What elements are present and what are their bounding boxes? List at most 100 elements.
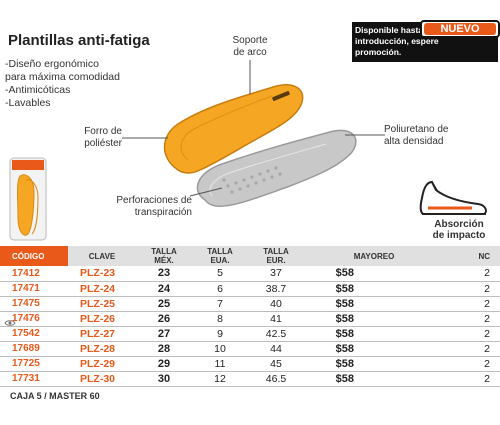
table-header-row: CÓDIGO CLAVE TALLA MÉX. TALLA EUA. TALLA EU… bbox=[0, 246, 500, 266]
size-price-table: CÓDIGO CLAVE TALLA MÉX. TALLA EUA. TALLA EU… bbox=[0, 246, 500, 387]
cell-talla-eua: 10 bbox=[192, 341, 248, 357]
cell-code: 17725 bbox=[0, 356, 68, 372]
cell-talla-mex: 27 bbox=[136, 326, 192, 342]
callout-lining-line1: Forro de bbox=[84, 126, 122, 137]
new-badge-label: NUEVO bbox=[424, 23, 496, 35]
callout-foam: Poliuretano de alta densidad bbox=[384, 124, 468, 148]
cell-code: 17475 bbox=[0, 296, 68, 312]
cell-talla-eur: 45 bbox=[248, 356, 304, 372]
cell-talla-eur: 41 bbox=[248, 311, 304, 327]
table-row: 17471 PLZ-24 24 6 38.7 $58 2 bbox=[0, 281, 500, 297]
shoe-icon bbox=[419, 180, 487, 215]
cell-talla-mex: 24 bbox=[136, 281, 192, 297]
header-talla-mex-line2: MÉX. bbox=[154, 256, 174, 265]
callout-lining-line2: poliéster bbox=[84, 138, 122, 149]
cell-talla-eua: 6 bbox=[192, 281, 248, 297]
cell-clave: PLZ-30 bbox=[68, 371, 136, 387]
cell-nc: 2 bbox=[444, 356, 500, 372]
cell-talla-eua: 12 bbox=[192, 371, 248, 387]
cell-code: 17542 bbox=[0, 326, 68, 342]
callout-perforations: Perforaciones de transpiración bbox=[100, 195, 192, 219]
cell-talla-eur: 38.7 bbox=[248, 281, 304, 297]
package-image bbox=[9, 157, 47, 241]
cell-mayoreo: $58 bbox=[304, 326, 444, 342]
header-talla-mex-line1: TALLA bbox=[151, 247, 177, 256]
cell-mayoreo: $58 bbox=[304, 281, 444, 297]
header-mayoreo: MAYOREO bbox=[304, 246, 444, 266]
callout-arch-line1: Soporte bbox=[232, 35, 268, 46]
cell-talla-eua: 9 bbox=[192, 326, 248, 342]
header-clave: CLAVE bbox=[68, 246, 136, 266]
cell-code: 17731 bbox=[0, 371, 68, 387]
cell-talla-mex: 29 bbox=[136, 356, 192, 372]
cell-code: 17412 bbox=[0, 266, 68, 282]
cell-talla-eua: 7 bbox=[192, 296, 248, 312]
cell-mayoreo: $58 bbox=[304, 341, 444, 357]
callout-arch-line2: de arco bbox=[233, 47, 267, 58]
promo-text: Disponible hasta el mes de introducción,… bbox=[355, 25, 465, 57]
cell-clave: PLZ-29 bbox=[68, 356, 136, 372]
cell-talla-eur: 46.5 bbox=[248, 371, 304, 387]
gray-insole bbox=[196, 129, 357, 207]
table-row: 17731 PLZ-30 30 12 46.5 $58 2 bbox=[0, 371, 500, 387]
cell-talla-eua: 11 bbox=[192, 356, 248, 372]
packaging-info: CAJA 5 / MASTER 60 bbox=[10, 391, 100, 401]
header-talla-eur: TALLA EUR. bbox=[248, 246, 304, 266]
header-talla-eua-line1: TALLA bbox=[207, 247, 233, 256]
cell-mayoreo: $58 bbox=[304, 371, 444, 387]
feature-item: -Lavables bbox=[5, 97, 51, 109]
cell-talla-mex: 26 bbox=[136, 311, 192, 327]
cell-clave: PLZ-23 bbox=[68, 266, 136, 282]
header-talla-mex: TALLA MÉX. bbox=[136, 246, 192, 266]
cell-talla-eua: 8 bbox=[192, 311, 248, 327]
cell-nc: 2 bbox=[444, 266, 500, 282]
cell-nc: 2 bbox=[444, 371, 500, 387]
header-nc: NC bbox=[444, 246, 500, 266]
header-code: CÓDIGO bbox=[0, 246, 68, 266]
callout-perforations-line2: transpiración bbox=[134, 207, 192, 218]
eye-icon bbox=[4, 320, 16, 326]
cell-talla-mex: 23 bbox=[136, 266, 192, 282]
header-talla-eur-line2: EUR. bbox=[266, 256, 286, 265]
callout-impact: Absorción de impacto bbox=[424, 219, 494, 241]
cell-clave: PLZ-27 bbox=[68, 326, 136, 342]
cell-code: 17689 bbox=[0, 341, 68, 357]
table-row: 17542 PLZ-27 27 9 42.5 $58 2 bbox=[0, 326, 500, 342]
cell-talla-mex: 28 bbox=[136, 341, 192, 357]
header-talla-eua-line2: EUA. bbox=[210, 256, 230, 265]
cell-clave: PLZ-25 bbox=[68, 296, 136, 312]
cell-mayoreo: $58 bbox=[304, 266, 444, 282]
cell-nc: 2 bbox=[444, 281, 500, 297]
cell-nc: 2 bbox=[444, 326, 500, 342]
callout-perforations-line1: Perforaciones de bbox=[116, 195, 192, 206]
cell-talla-mex: 30 bbox=[136, 371, 192, 387]
product-illustration bbox=[9, 60, 487, 241]
table-row: 17476 PLZ-26 26 8 41 $58 2 bbox=[0, 311, 500, 327]
cell-nc: 2 bbox=[444, 296, 500, 312]
cell-nc: 2 bbox=[444, 341, 500, 357]
cell-mayoreo: $58 bbox=[304, 296, 444, 312]
cell-mayoreo: $58 bbox=[304, 311, 444, 327]
table-row: 17475 PLZ-25 25 7 40 $58 2 bbox=[0, 296, 500, 312]
cell-clave: PLZ-26 bbox=[68, 311, 136, 327]
callout-impact-line2: de impacto bbox=[432, 230, 486, 241]
callout-arch: Soporte de arco bbox=[222, 35, 278, 59]
cell-talla-eur: 40 bbox=[248, 296, 304, 312]
cell-clave: PLZ-28 bbox=[68, 341, 136, 357]
feature-list: -Diseño ergonómico para máxima comodidad… bbox=[5, 58, 120, 110]
cell-talla-eur: 42.5 bbox=[248, 326, 304, 342]
cell-talla-eur: 37 bbox=[248, 266, 304, 282]
header-talla-eur-line1: TALLA bbox=[263, 247, 289, 256]
cell-nc: 2 bbox=[444, 311, 500, 327]
cell-mayoreo: $58 bbox=[304, 356, 444, 372]
cell-talla-eua: 5 bbox=[192, 266, 248, 282]
cell-talla-mex: 25 bbox=[136, 296, 192, 312]
table-row: 17725 PLZ-29 29 11 45 $58 2 bbox=[0, 356, 500, 372]
callout-foam-line1: Poliuretano de bbox=[384, 124, 449, 135]
feature-item: -Diseño ergonómico bbox=[5, 58, 99, 70]
callout-foam-line2: alta densidad bbox=[384, 136, 444, 147]
feature-item: -Antimicóticas bbox=[5, 84, 71, 96]
callout-impact-line1: Absorción bbox=[434, 219, 484, 230]
feature-item: para máxima comodidad bbox=[5, 71, 120, 83]
callout-lining: Forro de poliéster bbox=[62, 126, 122, 150]
